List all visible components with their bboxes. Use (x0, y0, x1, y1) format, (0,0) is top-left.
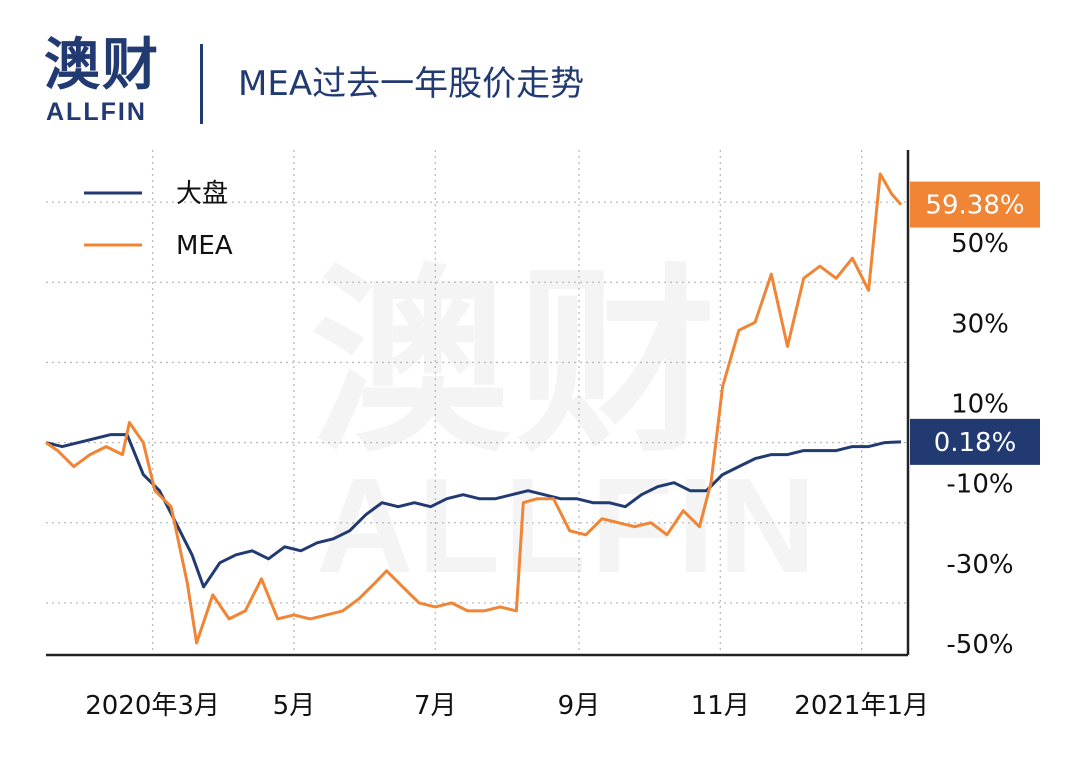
end-value-box (910, 418, 1040, 465)
legend-label: MEA (176, 231, 233, 261)
logo-english: ALLFIN (46, 98, 147, 126)
end-value-label: 0.18% (910, 418, 1040, 465)
end-value-label: 59.38% (910, 181, 1040, 228)
end-value-text: 0.18% (934, 428, 1017, 458)
y-tick-label: 10% (951, 390, 1009, 420)
end-labels: 0.18% 59.38% (910, 181, 1040, 465)
series-line-market (45, 433, 902, 589)
tick-labels: 2020年3月 5月 7月 9月 11月 2021年1月 50% 30% 10% -10% -30%… (85, 229, 1013, 721)
y-tick-label: 50% (951, 229, 1009, 259)
y-tick-label: 30% (951, 309, 1009, 339)
x-tick-label: 2020年3月 (85, 691, 220, 721)
y-tick-label: -10% (946, 470, 1013, 500)
grid-lines (46, 150, 908, 655)
logo-chinese: 澳财 (44, 33, 160, 98)
axes (46, 150, 910, 657)
x-tick-label: 9月 (558, 691, 601, 721)
y-tick-label: -30% (946, 550, 1013, 580)
x-tick-label: 5月 (273, 691, 316, 721)
end-value-box (910, 181, 1040, 228)
series-lines (45, 172, 903, 645)
legend: 大盘 MEA (84, 179, 233, 261)
x-tick-label: 7月 (414, 691, 457, 721)
chart-title: MEA过去一年股价走势 (238, 64, 585, 104)
watermark-chinese: 澳财 (310, 247, 723, 480)
x-tick-label: 11月 (691, 691, 750, 721)
end-value-text: 59.38% (925, 191, 1024, 221)
series-line-mea (45, 172, 903, 645)
x-tick-label: 2021年1月 (794, 691, 929, 721)
legend-label: 大盘 (176, 179, 228, 209)
y-tick-label: -50% (946, 630, 1013, 660)
header-divider (200, 44, 203, 124)
